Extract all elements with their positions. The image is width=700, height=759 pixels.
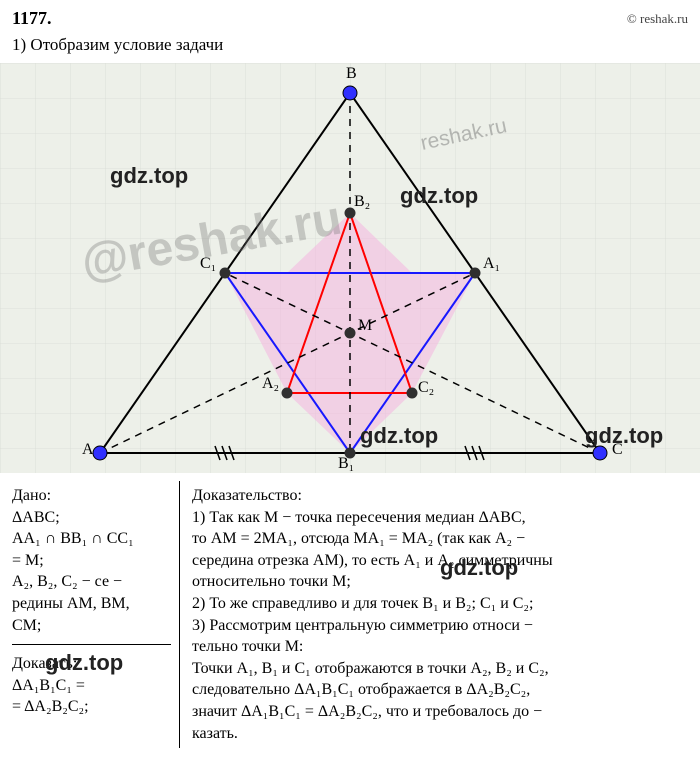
label-B2: B₂ [354,193,370,211]
problem-number: 1177. [12,8,52,29]
prove-title: Доказать: [12,653,171,675]
step-1-text: 1) Отобразим условие задачи [0,33,700,63]
proof-l5: 3) Рассмотрим центральную симметрию отно… [192,615,688,637]
prove-l1: = ΔA₂B₂C₂; [12,696,171,718]
label-A1: A₁ [483,255,500,273]
proof-l2: середина отрезка AM), то есть A₁ и A₂ си… [192,550,688,572]
label-C: C [612,441,623,459]
label-C1: C₁ [200,255,216,273]
prove-l0: ΔA₁B₁C₁ = [12,675,171,697]
geometry-diagram: A B C A₁ B₁ C₁ A₂ B₂ C₂ M @reshak.ru res… [0,63,700,473]
proof-l1: то AM = 2MA₁, отсюда MA₁ = MA₂ (так как … [192,528,688,550]
given-l3: A₂, B₂, C₂ − се − [12,571,171,593]
label-A2: A₂ [262,375,279,393]
label-M: M [358,317,372,335]
label-A: A [82,441,94,459]
given-column: Дано: ΔABC; AA₁ ∩ BB₁ ∩ CC₁ = M; A₂, B₂,… [8,481,180,748]
proof-l0: 1) Так как M − точка пересечения медиан … [192,507,688,529]
given-title: Дано: [12,485,171,507]
label-B: B [346,65,357,83]
given-l0: ΔABC; [12,507,171,529]
given-l1: AA₁ ∩ BB₁ ∩ CC₁ [12,528,171,550]
proof-table: Дано: ΔABC; AA₁ ∩ BB₁ ∩ CC₁ = M; A₂, B₂,… [0,473,700,748]
proof-title: Доказательство: [192,485,688,507]
proof-l7: Точки A₁, B₁ и C₁ отображаются в точки A… [192,658,688,680]
label-C2: C₂ [418,379,434,397]
source-label: © reshak.ru [627,11,688,27]
proof-l3: относительно точки M; [192,571,688,593]
proof-l10: казать. [192,723,688,745]
divider [12,644,171,645]
proof-l4: 2) То же справедливо и для точек B₁ и B₂… [192,593,688,615]
label-B1: B₁ [338,455,354,473]
given-l2: = M; [12,550,171,572]
given-l5: CM; [12,615,171,637]
diagram-svg [0,63,700,473]
given-l4: редины AM, BM, [12,593,171,615]
header: 1177. © reshak.ru [0,0,700,33]
proof-l8: следовательно ΔA₁B₁C₁ отображается в ΔA₂… [192,679,688,701]
proof-column: Доказательство: 1) Так как M − точка пер… [180,481,692,748]
proof-l6: тельно точки M: [192,636,688,658]
proof-l9: значит ΔA₁B₁C₁ = ΔA₂B₂C₂, что и требовал… [192,701,688,723]
